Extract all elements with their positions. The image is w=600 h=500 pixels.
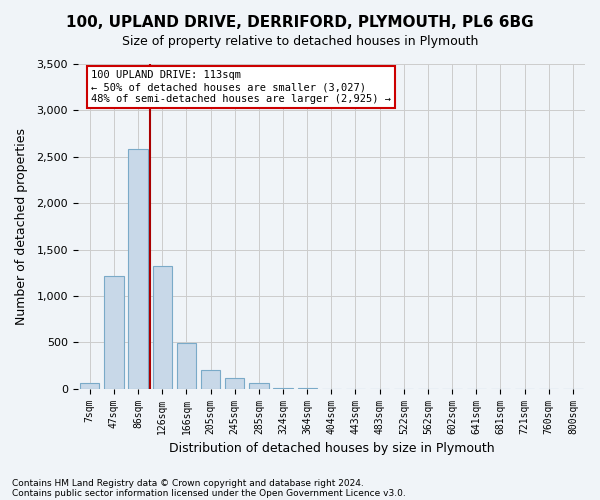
Bar bbox=[152, 266, 172, 388]
Text: 100 UPLAND DRIVE: 113sqm
← 50% of detached houses are smaller (3,027)
48% of sem: 100 UPLAND DRIVE: 113sqm ← 50% of detach… bbox=[91, 70, 391, 104]
Bar bbox=[201, 370, 220, 388]
Bar bbox=[225, 378, 244, 388]
Bar bbox=[104, 276, 124, 388]
Y-axis label: Number of detached properties: Number of detached properties bbox=[15, 128, 28, 325]
Text: Contains HM Land Registry data © Crown copyright and database right 2024.: Contains HM Land Registry data © Crown c… bbox=[12, 478, 364, 488]
Text: Size of property relative to detached houses in Plymouth: Size of property relative to detached ho… bbox=[122, 35, 478, 48]
X-axis label: Distribution of detached houses by size in Plymouth: Distribution of detached houses by size … bbox=[169, 442, 494, 455]
Bar bbox=[80, 383, 100, 388]
Text: Contains public sector information licensed under the Open Government Licence v3: Contains public sector information licen… bbox=[12, 488, 406, 498]
Bar bbox=[177, 343, 196, 388]
Bar bbox=[249, 383, 269, 388]
Bar bbox=[128, 150, 148, 388]
Text: 100, UPLAND DRIVE, DERRIFORD, PLYMOUTH, PL6 6BG: 100, UPLAND DRIVE, DERRIFORD, PLYMOUTH, … bbox=[66, 15, 534, 30]
